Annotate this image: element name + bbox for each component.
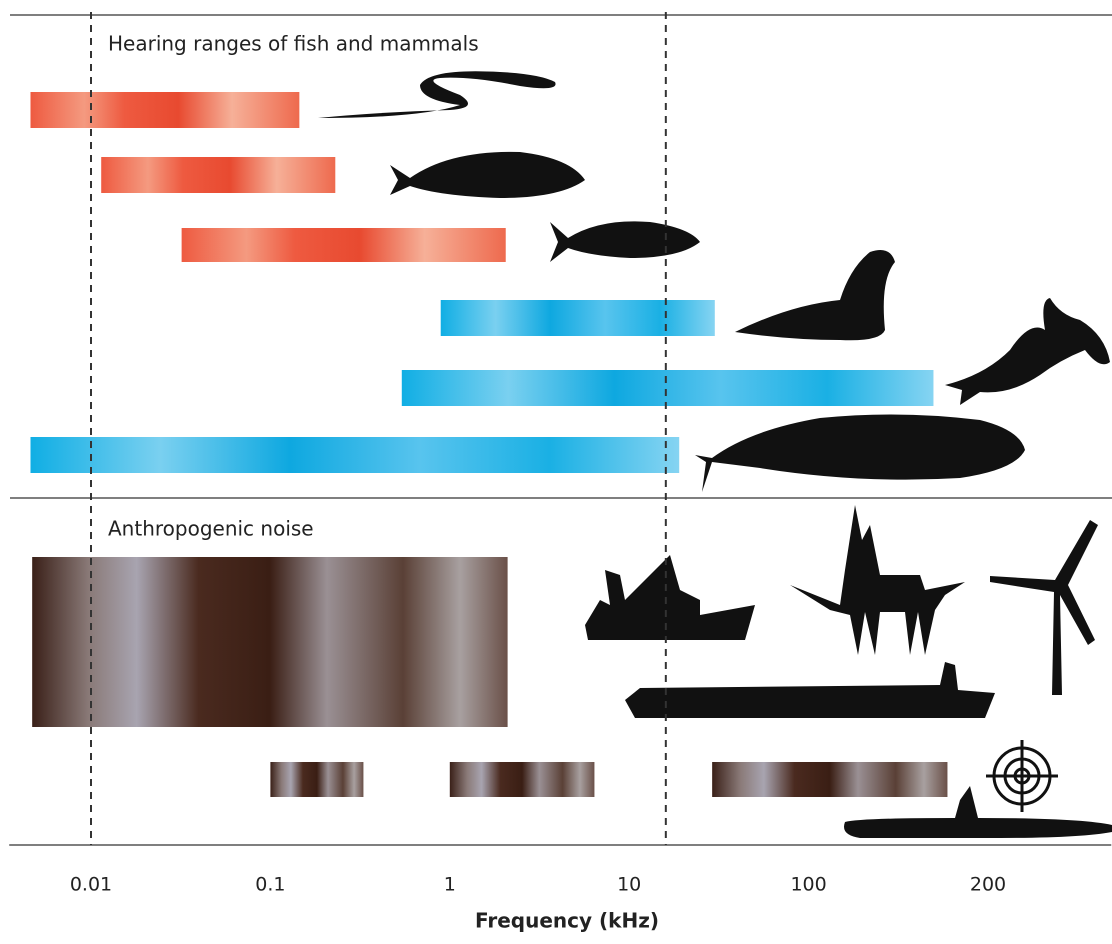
seal <box>735 249 895 341</box>
x-tick-label: 100 <box>790 874 826 896</box>
range-bar <box>270 762 364 797</box>
range-bar <box>181 228 506 262</box>
range-bar <box>30 437 680 473</box>
fish <box>550 221 700 262</box>
x-tick-label: 200 <box>970 874 1006 896</box>
oil-platform <box>790 505 965 655</box>
whale <box>695 414 1025 492</box>
cod <box>390 151 585 198</box>
wind-turbine <box>990 520 1098 695</box>
trawler <box>585 555 755 640</box>
eel <box>318 71 556 118</box>
x-tick-label: 0.01 <box>70 874 112 896</box>
container-ship <box>625 662 995 718</box>
sonar-icon <box>986 740 1058 812</box>
x-axis-label: Frequency (kHz) <box>475 909 659 933</box>
x-tick-label: 10 <box>617 874 641 896</box>
range-bar <box>30 92 300 128</box>
dolphin <box>945 298 1110 405</box>
x-tick-label: 0.1 <box>255 874 285 896</box>
range-bar <box>101 157 336 193</box>
range-bar <box>32 557 508 727</box>
range-bar <box>712 762 948 797</box>
range-bar <box>449 762 595 797</box>
silhouettes <box>318 71 1112 838</box>
submarine <box>844 786 1112 838</box>
section-title: Hearing ranges of fish and mammals <box>108 32 479 56</box>
x-tick-label: 1 <box>444 874 456 896</box>
range-bar <box>440 300 715 336</box>
section-title: Anthropogenic noise <box>108 517 314 541</box>
range-bar <box>401 370 934 406</box>
